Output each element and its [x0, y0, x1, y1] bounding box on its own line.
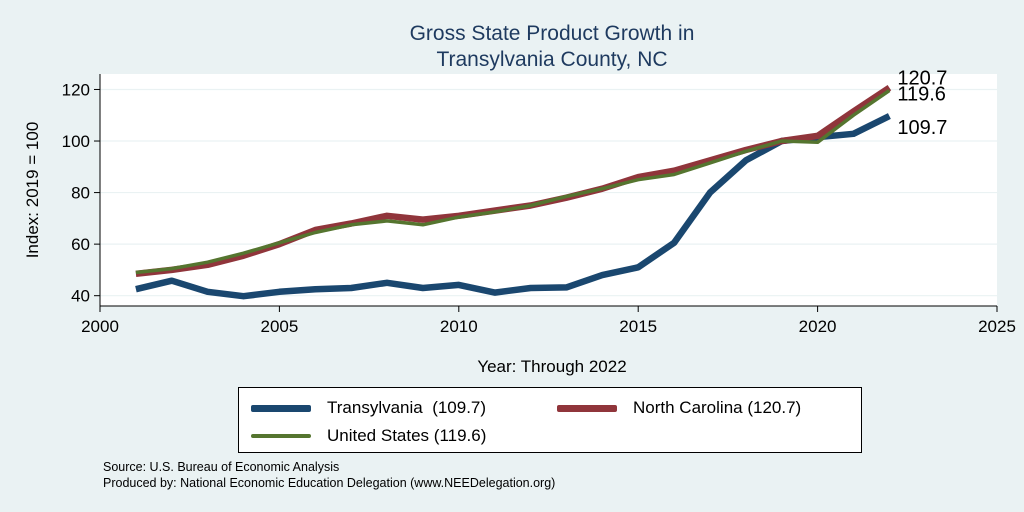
- x-axis-label: Year: Through 2022: [477, 357, 626, 376]
- axis-ticks: 40 60 80 100 120 2000 2005 2010 2015 2020 2025: [62, 80, 1016, 336]
- y-tick-label: 80: [71, 184, 90, 203]
- legend-item-north-carolina: North Carolina (120.7): [557, 396, 801, 420]
- legend-swatch-transylvania: [251, 404, 311, 412]
- end-label-transylvania: 109.7: [897, 117, 947, 139]
- x-tick-label: 2010: [440, 317, 478, 336]
- end-label-united-states: 119.6: [897, 83, 946, 105]
- end-label-north-carolina: 120.7: [897, 68, 947, 90]
- y-tick-label: 100: [62, 132, 90, 151]
- legend: Transylvania (109.7) North Carolina (120…: [238, 387, 862, 453]
- x-tick-label: 2000: [81, 317, 119, 336]
- x-tick-label: 2015: [619, 317, 657, 336]
- series-line-united-states: [135, 89, 891, 275]
- legend-item-transylvania: Transylvania (109.7): [251, 396, 486, 420]
- legend-item-united-states: United States (119.6): [251, 424, 486, 448]
- y-axis-label: Index: 2019 = 100: [23, 122, 42, 259]
- legend-label-north-carolina: North Carolina (120.7): [633, 398, 802, 417]
- chart-title-line-1: Gross State Product Growth in: [410, 22, 695, 45]
- legend-label-united-states: United States (119.6): [327, 426, 487, 445]
- x-tick-label: 2025: [978, 317, 1016, 336]
- footnotes: Source: U.S. Bureau of Economic Analysis…: [103, 459, 555, 491]
- series-line-transylvania: [135, 113, 891, 300]
- x-tick-label: 2005: [260, 317, 298, 336]
- y-tick-label: 40: [71, 287, 90, 306]
- y-tick-label: 60: [71, 235, 90, 254]
- produced-by-note: Produced by: National Economic Education…: [103, 476, 556, 490]
- chart-title-line-2: Transylvania County, NC: [436, 48, 667, 71]
- legend-swatch-united-states: [251, 434, 311, 438]
- legend-swatch-north-carolina: [557, 404, 617, 412]
- y-tick-label: 120: [62, 80, 90, 99]
- legend-label-transylvania: Transylvania (109.7): [327, 398, 487, 417]
- source-note: Source: U.S. Bureau of Economic Analysis: [103, 460, 340, 474]
- x-tick-label: 2020: [799, 317, 837, 336]
- series-lines: [135, 84, 892, 300]
